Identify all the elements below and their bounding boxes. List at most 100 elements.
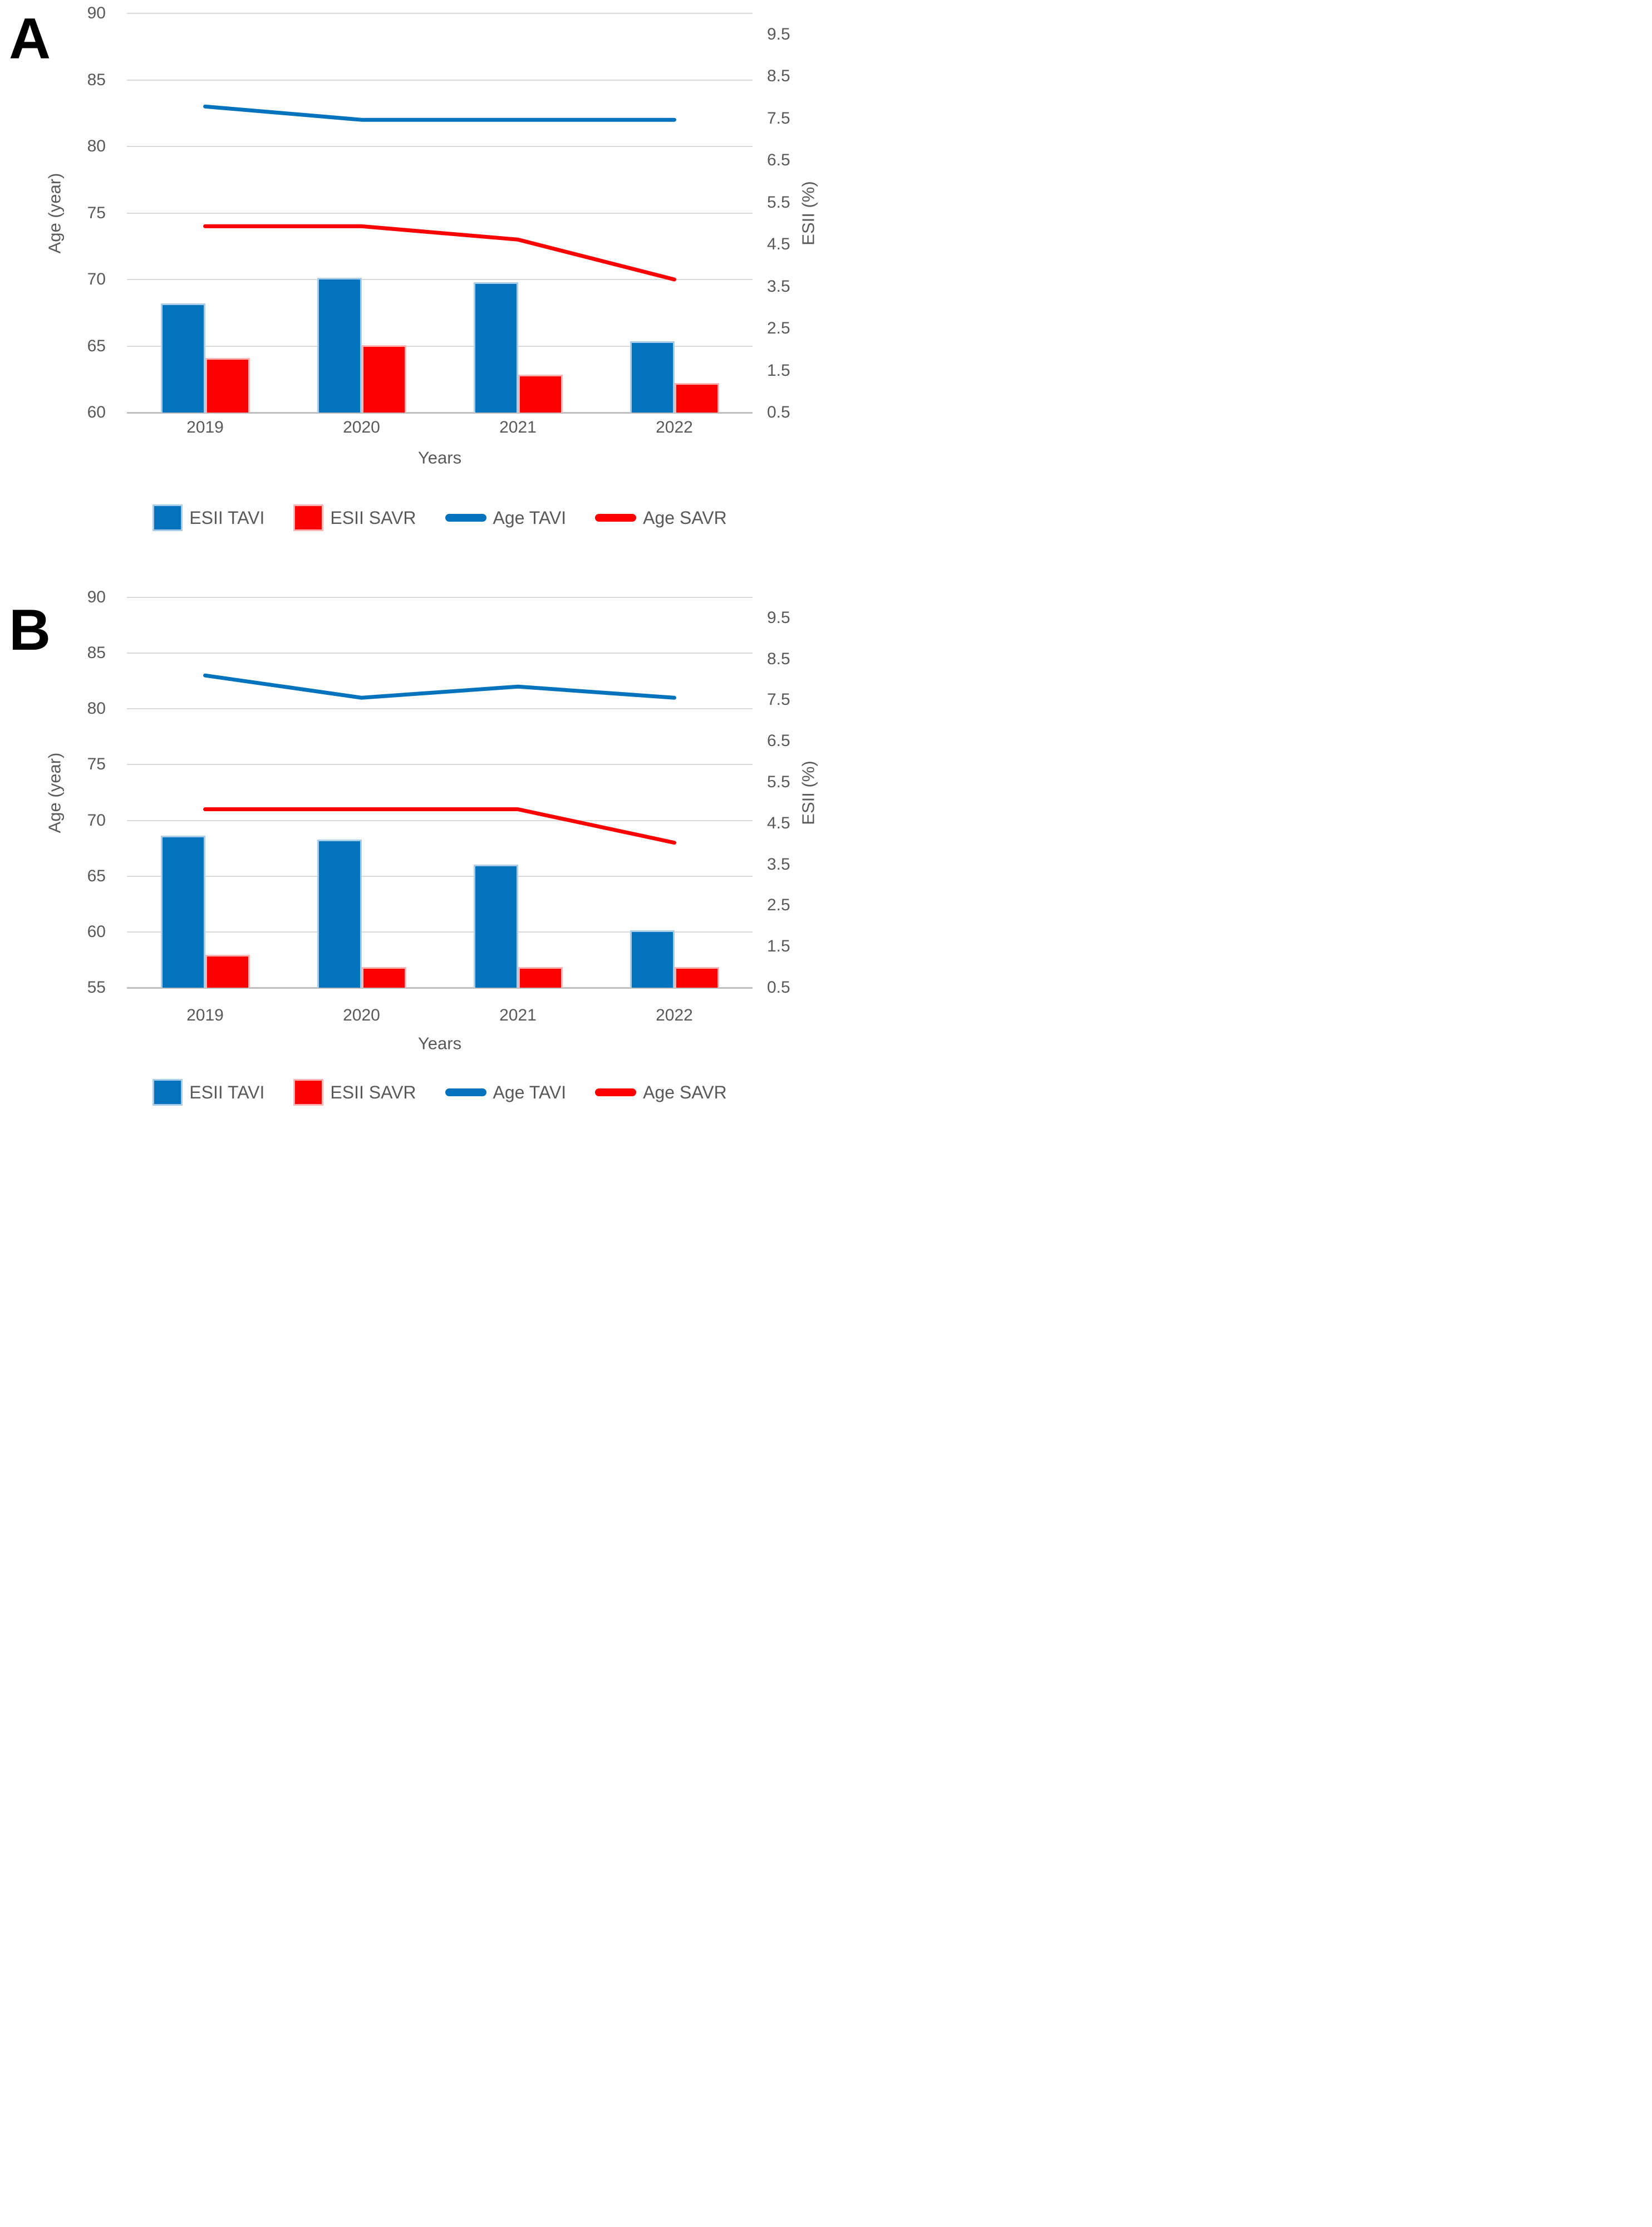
bar-esii-savr [205, 357, 250, 413]
left-axis-tick: 60 [87, 922, 106, 941]
bar-esii-tavi [160, 835, 205, 988]
gridline [127, 820, 753, 821]
legend-item-esii-savr: ESII SAVR [293, 1079, 416, 1106]
x-category-label: 2020 [343, 418, 380, 436]
line-age-tavi [203, 673, 676, 700]
right-axis-tick: 1.5 [767, 937, 790, 956]
legend-label: Age SAVR [643, 1082, 727, 1102]
legend-label: Age TAVI [493, 508, 567, 528]
figure-canvas: A 90 85 80 75 70 65 60 9.5 8.5 7.5 6.5 5.5 4.5 3.5 2.5 1… [0, 0, 826, 1114]
right-axis-tick: 2.5 [767, 319, 790, 338]
panel-a: A 90 85 80 75 70 65 60 9.5 8.5 7.5 6.5 5.5 4.5 3.5 2.5 1… [0, 0, 826, 1114]
right-axis-tick: 5.5 [767, 193, 790, 212]
legend-label: Age SAVR [643, 508, 727, 528]
legend-line-swatch [445, 1088, 486, 1096]
left-axis-tick: 75 [87, 203, 106, 222]
right-axis-tick: 4.5 [767, 235, 790, 254]
bar-esii-tavi [473, 282, 518, 413]
right-axis-tick: 5.5 [767, 773, 790, 792]
right-axis-tick: 1.5 [767, 361, 790, 380]
legend-bar-swatch [293, 1079, 324, 1106]
right-axis-tick: 3.5 [767, 855, 790, 874]
gridline [127, 79, 753, 81]
bar-esii-savr [674, 967, 719, 988]
x-category-label: 2019 [186, 418, 224, 436]
legend-item-age-savr: Age SAVR [595, 1083, 727, 1101]
x-axis-line [127, 412, 753, 414]
bar-esii-savr [361, 967, 406, 988]
bar-esii-savr [518, 967, 563, 988]
left-axis-tick: 85 [87, 70, 106, 89]
legend-label: ESII SAVR [330, 1082, 416, 1102]
x-category-label: 2019 [186, 1006, 224, 1024]
legend-item-age-tavi: Age TAVI [445, 508, 567, 528]
left-axis-tick: 85 [87, 644, 106, 663]
gridline [127, 345, 753, 347]
gridline [127, 931, 753, 933]
line-series-overlay [203, 104, 676, 282]
line-age-tavi [203, 104, 676, 122]
legend-label: ESII SAVR [330, 508, 416, 528]
x-axis-line [127, 987, 753, 989]
bar-esii-savr [361, 345, 406, 413]
gridline [127, 708, 753, 710]
panel-b: B 90 85 80 75 70 65 60 55 9.5 8.5 7.5 6.5 5.5 4.5 3.5 2.… [0, 0, 826, 1114]
gridline [127, 279, 753, 280]
gridline [127, 764, 753, 766]
legend: ESII TAVI ESII SAVR Age TAVI Age SAVR [127, 1077, 753, 1108]
right-axis-title: ESII (%) [798, 760, 818, 825]
legend-label: Age TAVI [493, 1082, 567, 1102]
right-axis-tick: 0.5 [767, 403, 790, 421]
x-category-label: 2021 [499, 418, 537, 436]
line-age-savr [203, 224, 676, 282]
x-category-label: 2021 [499, 1006, 537, 1024]
legend-label: ESII TAVI [189, 508, 265, 528]
bar-esii-tavi [473, 864, 518, 988]
right-axis-tick: 4.5 [767, 813, 790, 832]
left-axis-tick: 80 [87, 137, 106, 155]
legend: ESII TAVI ESII SAVR Age TAVI Age SAVR [127, 502, 753, 533]
bar-esii-savr [518, 375, 563, 413]
left-axis-tick: 90 [87, 4, 106, 22]
bar-esii-savr [674, 383, 719, 413]
left-axis-tick: 70 [87, 270, 106, 288]
left-axis-tick: 75 [87, 755, 106, 774]
panel-b-letter: B [9, 598, 51, 663]
gridline [127, 146, 753, 147]
gridline [127, 13, 753, 14]
right-axis-tick: 0.5 [767, 978, 790, 997]
bar-esii-tavi [317, 840, 362, 988]
gridline [127, 875, 753, 877]
legend-line-swatch [445, 514, 486, 522]
right-axis-tick: 8.5 [767, 649, 790, 668]
bar-esii-tavi [630, 930, 675, 988]
right-axis-tick: 8.5 [767, 67, 790, 86]
x-category-label: 2022 [656, 1006, 693, 1024]
right-axis-tick: 9.5 [767, 24, 790, 43]
legend-line-swatch [595, 514, 637, 522]
right-axis-tick: 2.5 [767, 896, 790, 915]
left-axis-tick: 80 [87, 699, 106, 718]
left-axis-tick: 55 [87, 978, 106, 997]
right-axis-tick: 9.5 [767, 608, 790, 627]
x-axis-title: Years [417, 448, 462, 468]
left-axis-title: Age (year) [45, 752, 65, 833]
line-series-overlay [203, 673, 676, 845]
gridline [127, 653, 753, 654]
right-axis-tick: 3.5 [767, 277, 790, 296]
legend-item-esii-savr: ESII SAVR [293, 504, 416, 531]
panel-a-letter: A [9, 7, 51, 71]
left-axis-tick: 70 [87, 811, 106, 830]
line-age-savr [203, 807, 676, 845]
legend-item-age-tavi: Age TAVI [445, 1082, 567, 1102]
gridline [127, 212, 753, 214]
left-axis-tick: 65 [87, 866, 106, 885]
bar-esii-tavi [630, 341, 675, 413]
right-axis-tick: 7.5 [767, 690, 790, 709]
right-axis-tick: 7.5 [767, 109, 790, 127]
right-axis-tick: 6.5 [767, 151, 790, 170]
gridline [127, 597, 753, 598]
legend-label: ESII TAVI [189, 1082, 265, 1102]
legend-bar-swatch [153, 504, 183, 531]
legend-bar-swatch [293, 504, 324, 531]
